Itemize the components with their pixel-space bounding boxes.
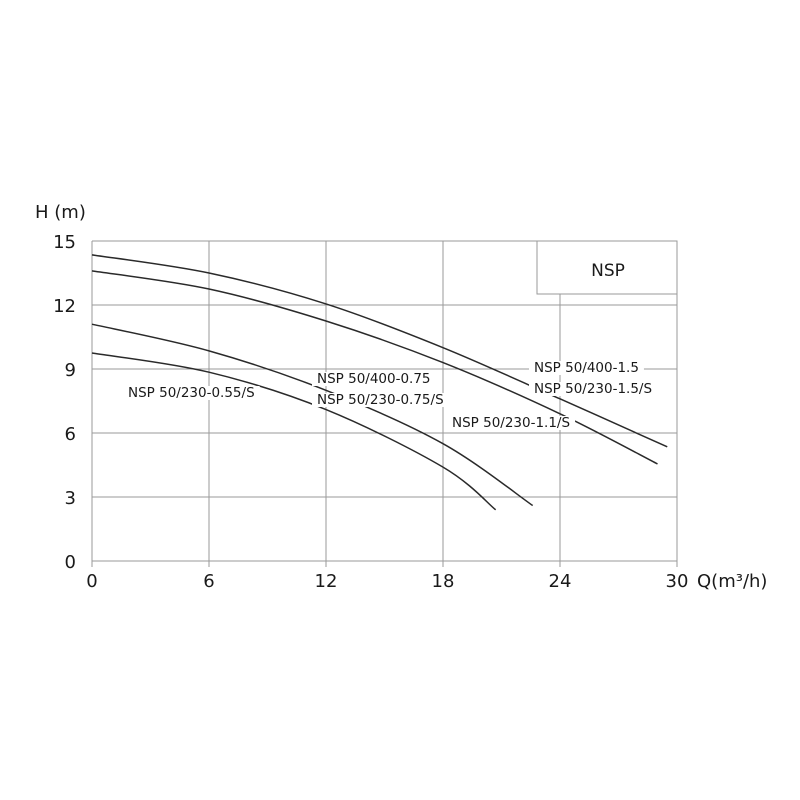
title-box — [536, 240, 678, 295]
chart-title: NSP — [591, 261, 625, 281]
curve-label: NSP 50/230-1.5/S — [534, 381, 652, 397]
curve-series-2 — [91, 323, 534, 507]
y-axis-label: H (m) — [35, 202, 86, 223]
x-tick-label: 18 — [432, 571, 455, 592]
x-tick-label: 12 — [315, 571, 338, 592]
y-tick-label: 6 — [65, 424, 76, 445]
label-background — [529, 361, 644, 375]
y-tick-label: 9 — [65, 360, 76, 381]
y-tick-label: 12 — [53, 296, 76, 317]
label-background — [312, 372, 436, 386]
x-tick-label: 30 — [666, 571, 689, 592]
curve-label: NSP 50/230-1.1/S — [452, 415, 570, 431]
label-background — [447, 416, 576, 430]
y-tick-label: 0 — [65, 552, 76, 573]
curve-label: NSP 50/400-1.5 — [534, 360, 639, 376]
y-tick-label: 3 — [65, 488, 76, 509]
label-background — [312, 393, 449, 407]
x-tick-label: 0 — [86, 571, 97, 592]
x-axis-label: Q(m³/h) — [697, 571, 767, 592]
curve-label: NSP 50/400-0.75 — [317, 371, 431, 387]
curve-label: NSP 50/230-0.55/S — [128, 385, 255, 401]
label-background — [529, 382, 658, 396]
y-tick-label: 15 — [53, 232, 76, 253]
curve-label: NSP 50/230-0.75/S — [317, 392, 444, 408]
x-tick-label: 6 — [203, 571, 214, 592]
label-background — [123, 386, 260, 400]
x-tick-label: 24 — [549, 571, 572, 592]
tick-labels: 0 6 12 18 24 30 0 3 6 9 12 15 — [53, 232, 688, 592]
curve-series-3 — [91, 352, 497, 511]
curve-series-0 — [91, 254, 668, 448]
curve-labels: NSP 50/230-0.55/S NSP 50/400-0.75 NSP 50/2… — [123, 360, 658, 431]
